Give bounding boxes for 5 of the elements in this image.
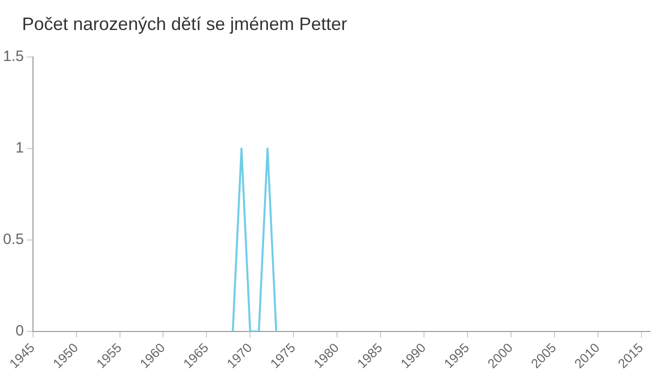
y-tick-label: 0 xyxy=(16,322,24,340)
y-tick-label: 0.5 xyxy=(2,231,24,248)
chart-title: Počet narozených dětí se jménem Petter xyxy=(22,14,348,35)
y-tick-label: 1.5 xyxy=(2,48,24,66)
y-tick-label: 1 xyxy=(16,140,24,157)
